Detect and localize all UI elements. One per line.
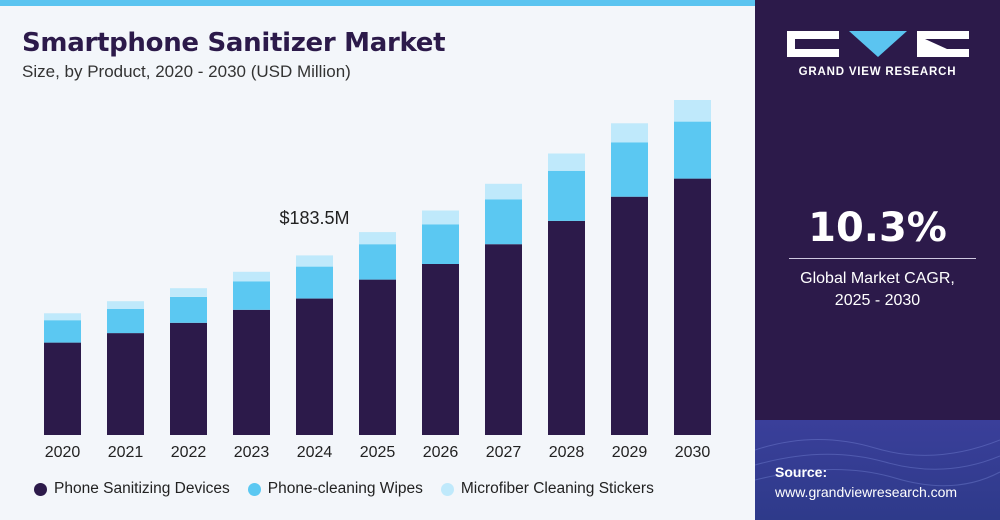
bar-wipes-2029: [611, 142, 648, 197]
bar-wipes-2020: [44, 320, 81, 343]
chart-legend: Phone Sanitizing Devices Phone-cleaning …: [34, 480, 672, 498]
bar-stickers-2022: [170, 288, 207, 297]
x-tick-label-2027: 2027: [486, 444, 522, 461]
legend-item-wipes: Phone-cleaning Wipes: [247, 480, 423, 498]
source-band: [755, 420, 1000, 520]
legend-item-devices: Phone Sanitizing Devices: [34, 480, 230, 498]
bar-devices-2024: [296, 298, 333, 435]
page-title: Smartphone Sanitizer Market: [22, 28, 446, 58]
stacked-bar-chart: 2020 2021 2022 2023 2024 $183.5M 2025 2026 2027 2…: [44, 100, 711, 461]
bar-wipes-2022: [170, 296, 207, 323]
cagr-label-line1: Global Market CAGR,: [800, 270, 955, 287]
bar-wipes-2028: [548, 170, 585, 221]
bar-devices-2028: [548, 220, 585, 435]
x-tick-label-2026: 2026: [423, 444, 459, 461]
legend-swatch-devices: [34, 482, 47, 496]
bar-devices-2023: [233, 309, 270, 435]
brand-name: GRAND VIEW RESEARCH: [798, 66, 957, 78]
bar-devices-2029: [611, 196, 648, 435]
bar-stickers-2027: [485, 183, 522, 200]
bar-devices-2022: [170, 322, 207, 435]
legend-label-stickers: Microfiber Cleaning Stickers: [460, 480, 654, 497]
decorative-lines: [755, 439, 1000, 487]
bar-devices-2027: [485, 244, 522, 435]
legend-swatch-wipes: [247, 482, 261, 496]
bar-wipes-2021: [107, 308, 144, 334]
cagr-value: 10.3%: [808, 205, 947, 251]
bar-stickers-2020: [44, 313, 81, 321]
data-label-2024: $183.5M: [279, 208, 349, 228]
bar-devices-2020: [44, 342, 81, 435]
x-tick-label-2025: 2025: [360, 444, 396, 461]
cagr-label: Global Market CAGR, 2025 - 2030: [755, 268, 1000, 312]
bar-wipes-2030: [674, 121, 711, 179]
bar-wipes-2026: [422, 224, 459, 264]
bar-stickers-2024: [296, 255, 333, 267]
bar-stickers-2028: [548, 153, 585, 171]
x-tick-label-2029: 2029: [612, 444, 648, 461]
bar-stickers-2030: [674, 100, 711, 122]
x-tick-label-2021: 2021: [108, 444, 144, 461]
side-panel: GRAND VIEW RESEARCH 10.3% Global Market …: [755, 0, 1000, 520]
legend-label-wipes: Phone-cleaning Wipes: [267, 480, 423, 497]
bar-stickers-2023: [233, 271, 270, 282]
source-url: www.grandviewresearch.com: [775, 484, 958, 500]
bar-stickers-2026: [422, 210, 459, 225]
legend-label-devices: Phone Sanitizing Devices: [54, 480, 230, 497]
accent-bar: [0, 0, 755, 6]
bar-wipes-2025: [359, 244, 396, 280]
bar-wipes-2027: [485, 199, 522, 245]
cagr-label-line2: 2025 - 2030: [834, 292, 921, 309]
x-tick-label-2024: 2024: [297, 444, 333, 461]
x-tick-label-2028: 2028: [549, 444, 585, 461]
divider: [789, 258, 976, 259]
bar-stickers-2025: [359, 232, 396, 245]
x-tick-label-2022: 2022: [171, 444, 207, 461]
x-tick-label-2023: 2023: [234, 444, 270, 461]
bar-wipes-2023: [233, 281, 270, 310]
bar-devices-2025: [359, 279, 396, 435]
source-label: Source:: [775, 464, 828, 480]
x-tick-label-2030: 2030: [675, 444, 711, 461]
bar-stickers-2021: [107, 301, 144, 309]
legend-item-stickers: Microfiber Cleaning Stickers: [440, 480, 654, 498]
legend-swatch-stickers: [440, 482, 454, 496]
page-subtitle: Size, by Product, 2020 - 2030 (USD Milli…: [22, 62, 351, 81]
bar-devices-2026: [422, 264, 459, 435]
bar-wipes-2024: [296, 266, 333, 299]
x-tick-label-2020: 2020: [45, 444, 81, 461]
bar-devices-2030: [674, 178, 711, 435]
bar-devices-2021: [107, 333, 144, 435]
bar-stickers-2029: [611, 123, 648, 143]
grand-view-research-logo: [787, 31, 969, 57]
